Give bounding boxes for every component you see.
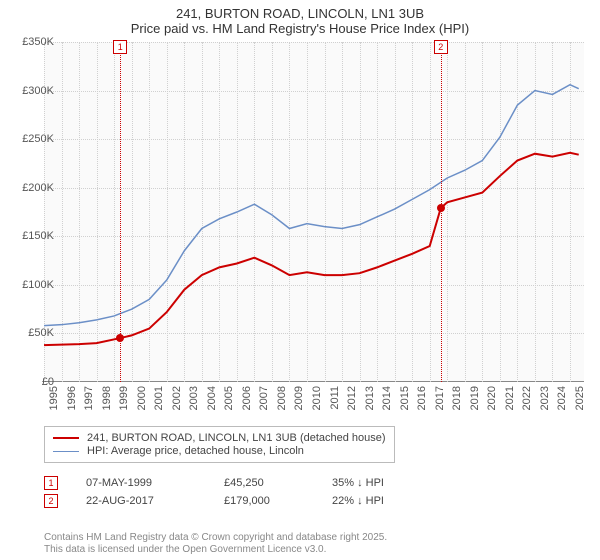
marker-flag-2: 2 (434, 40, 448, 54)
y-tick-label: £100K (22, 279, 54, 291)
x-tick-label: 2004 (206, 386, 218, 410)
chart-legend: 241, BURTON ROAD, LINCOLN, LN1 3UB (deta… (44, 426, 584, 463)
x-tick-label: 2013 (364, 386, 376, 410)
footer-line1: Contains HM Land Registry data © Crown c… (44, 532, 387, 544)
x-tick-label: 2017 (434, 386, 446, 410)
x-tick-label: 2009 (293, 386, 305, 410)
legend-label-hpi: HPI: Average price, detached house, Linc… (87, 445, 304, 457)
x-tick-label: 2001 (153, 386, 165, 410)
marker-dot-1 (116, 334, 124, 342)
series-line-hpi (44, 85, 579, 326)
marker-detail-rows: 1 07-MAY-1999 £45,250 35% ↓ HPI 2 22-AUG… (44, 472, 584, 512)
marker-delta-1: 35% ↓ HPI (332, 477, 384, 489)
x-tick-label: 2016 (416, 386, 428, 410)
marker-price-2: £179,000 (224, 495, 304, 507)
chart-title-line2: Price paid vs. HM Land Registry's House … (0, 21, 600, 36)
marker-badge-1: 1 (44, 476, 58, 490)
legend-row-series1: 241, BURTON ROAD, LINCOLN, LN1 3UB (deta… (53, 432, 386, 444)
x-tick-label: 2011 (329, 386, 341, 410)
x-tick-label: 2023 (539, 386, 551, 410)
chart-lines-svg (44, 42, 584, 382)
legend-swatch-hpi (53, 451, 79, 452)
marker-date-1: 07-MAY-1999 (86, 477, 196, 489)
x-tick-label: 2005 (223, 386, 235, 410)
x-tick-label: 2007 (258, 386, 270, 410)
x-tick-label: 2015 (399, 386, 411, 410)
x-tick-label: 1997 (83, 386, 95, 410)
x-tick-label: 2018 (451, 386, 463, 410)
x-tick-label: 2020 (486, 386, 498, 410)
footer-line2: This data is licensed under the Open Gov… (44, 544, 387, 556)
legend-box: 241, BURTON ROAD, LINCOLN, LN1 3UB (deta… (44, 426, 395, 463)
x-tick-label: 2012 (346, 386, 358, 410)
legend-label-price-paid: 241, BURTON ROAD, LINCOLN, LN1 3UB (deta… (87, 432, 386, 444)
chart-title-line1: 241, BURTON ROAD, LINCOLN, LN1 3UB (0, 6, 600, 21)
marker-row-2: 2 22-AUG-2017 £179,000 22% ↓ HPI (44, 494, 584, 508)
y-tick-label: £250K (22, 133, 54, 145)
marker-price-1: £45,250 (224, 477, 304, 489)
y-tick-label: £200K (22, 182, 54, 194)
marker-delta-2: 22% ↓ HPI (332, 495, 384, 507)
x-tick-label: 2002 (171, 386, 183, 410)
y-tick-label: £150K (22, 230, 54, 242)
x-tick-label: 1995 (48, 386, 60, 410)
series-line-price_paid (44, 153, 579, 345)
x-tick-label: 2006 (241, 386, 253, 410)
x-tick-label: 2010 (311, 386, 323, 410)
marker-row-1: 1 07-MAY-1999 £45,250 35% ↓ HPI (44, 476, 584, 490)
y-tick-label: £350K (22, 36, 54, 48)
marker-badge-2: 2 (44, 494, 58, 508)
x-tick-label: 2022 (521, 386, 533, 410)
chart-plot-area: 12 (44, 42, 584, 382)
y-tick-label: £300K (22, 85, 54, 97)
marker-date-2: 22-AUG-2017 (86, 495, 196, 507)
x-tick-label: 2000 (136, 386, 148, 410)
x-tick-label: 2014 (381, 386, 393, 410)
marker-dot-2 (437, 204, 445, 212)
y-tick-label: £50K (28, 327, 54, 339)
x-tick-label: 2008 (276, 386, 288, 410)
x-tick-label: 2025 (574, 386, 586, 410)
marker-flag-1: 1 (113, 40, 127, 54)
legend-swatch-price-paid (53, 437, 79, 439)
chart-title-block: 241, BURTON ROAD, LINCOLN, LN1 3UB Price… (0, 0, 600, 40)
x-tick-label: 2019 (469, 386, 481, 410)
chart-footer: Contains HM Land Registry data © Crown c… (44, 532, 387, 556)
x-tick-label: 2024 (556, 386, 568, 410)
x-tick-label: 2021 (504, 386, 516, 410)
x-tick-label: 1998 (101, 386, 113, 410)
legend-row-series2: HPI: Average price, detached house, Linc… (53, 445, 386, 457)
x-tick-label: 1996 (66, 386, 78, 410)
x-tick-label: 2003 (188, 386, 200, 410)
x-tick-label: 1999 (118, 386, 130, 410)
